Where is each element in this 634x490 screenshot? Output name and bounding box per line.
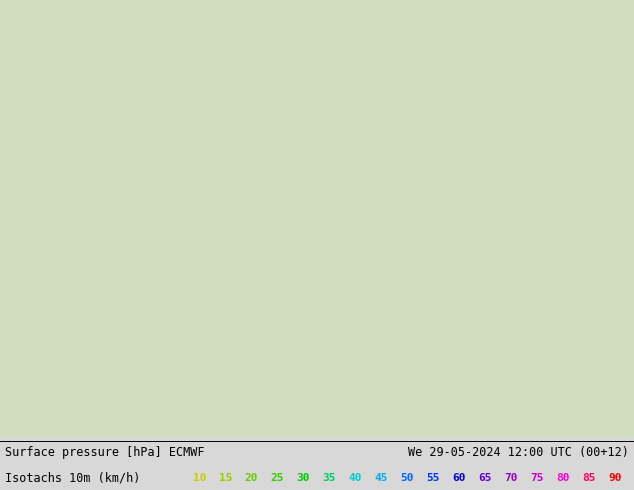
Text: 70: 70 — [504, 473, 518, 483]
Text: We 29-05-2024 12:00 UTC (00+12): We 29-05-2024 12:00 UTC (00+12) — [408, 446, 629, 460]
Text: Surface pressure [hPa] ECMWF: Surface pressure [hPa] ECMWF — [5, 446, 205, 460]
Text: 50: 50 — [401, 473, 414, 483]
Text: 40: 40 — [349, 473, 362, 483]
Text: 30: 30 — [297, 473, 310, 483]
Text: 15: 15 — [219, 473, 232, 483]
Text: 80: 80 — [556, 473, 569, 483]
Text: 90: 90 — [608, 473, 621, 483]
Text: 10: 10 — [193, 473, 206, 483]
Text: 35: 35 — [323, 473, 336, 483]
Text: 60: 60 — [452, 473, 466, 483]
Text: 65: 65 — [478, 473, 492, 483]
Text: 20: 20 — [245, 473, 258, 483]
Text: 75: 75 — [530, 473, 544, 483]
Text: Isotachs 10m (km/h): Isotachs 10m (km/h) — [5, 472, 141, 485]
Text: 55: 55 — [426, 473, 440, 483]
Text: 85: 85 — [582, 473, 595, 483]
Text: 45: 45 — [375, 473, 388, 483]
Text: 25: 25 — [271, 473, 284, 483]
